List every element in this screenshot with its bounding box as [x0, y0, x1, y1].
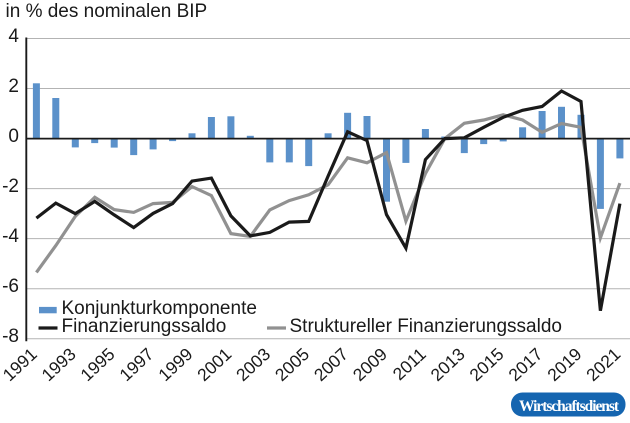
svg-text:2: 2	[8, 76, 19, 97]
svg-text:Finanzierungssaldo: Finanzierungssaldo	[62, 316, 227, 337]
svg-text:in % des nominalen BIP: in % des nominalen BIP	[6, 1, 208, 22]
svg-text:4: 4	[8, 26, 19, 47]
svg-text:0: 0	[8, 126, 19, 147]
svg-text:-6: -6	[2, 276, 19, 297]
svg-text:Struktureller Finanzierungssal: Struktureller Finanzierungssaldo	[290, 316, 562, 337]
svg-text:-8: -8	[2, 326, 19, 347]
svg-text:-4: -4	[2, 226, 19, 247]
svg-text:-2: -2	[2, 176, 19, 197]
svg-text:Wirtschaftsdienst: Wirtschaftsdienst	[519, 398, 620, 415]
svg-text:Konjunkturkomponente: Konjunkturkomponente	[62, 298, 257, 319]
